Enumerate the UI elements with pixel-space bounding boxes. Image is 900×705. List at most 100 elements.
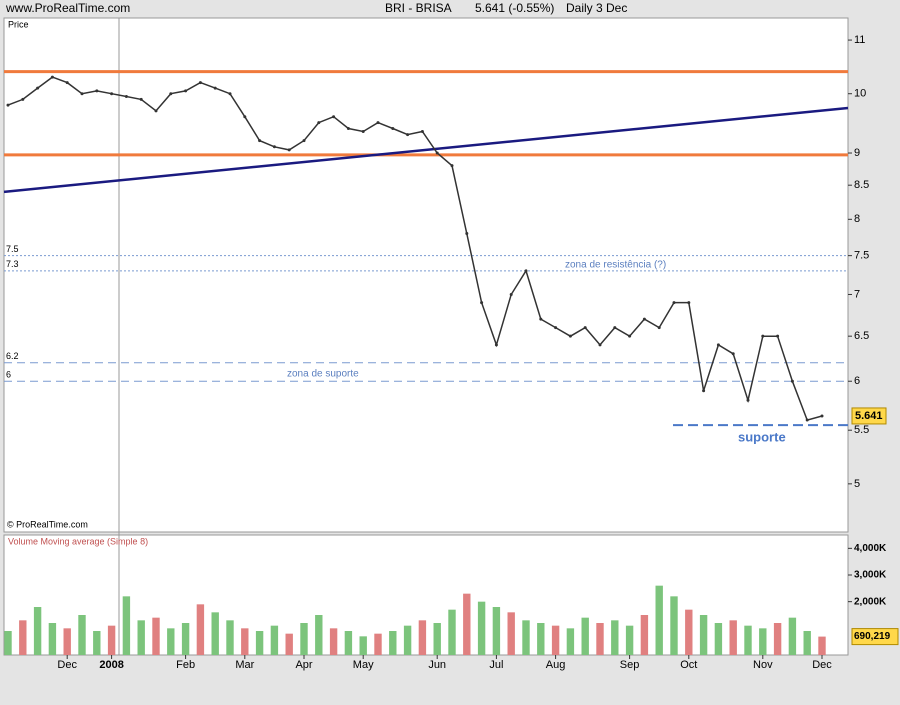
- price-point: [598, 343, 602, 347]
- volume-bar: [285, 633, 293, 655]
- price-point: [790, 379, 794, 383]
- volume-bar: [551, 625, 560, 655]
- volume-bar: [93, 631, 101, 655]
- price-point: [50, 75, 54, 79]
- price-point: [480, 301, 484, 305]
- volume-bar: [773, 623, 782, 655]
- volume-bar: [181, 623, 190, 655]
- volume-bar: [196, 604, 205, 655]
- y-tick-label: 10: [854, 88, 866, 100]
- volume-bar: [374, 633, 382, 655]
- last-price-box: [851, 407, 887, 425]
- price-point: [554, 326, 558, 330]
- volume-bar: [596, 623, 604, 655]
- price-point: [198, 81, 202, 85]
- x-tick-label: May: [353, 659, 374, 671]
- volume-bar: [300, 623, 308, 655]
- volume-bar: [122, 596, 131, 655]
- price-point: [450, 164, 454, 168]
- line-label: 7.3: [6, 259, 19, 269]
- price-point: [317, 121, 321, 125]
- site-name: www.ProRealTime.com: [5, 1, 130, 15]
- y-tick-label: 2,000K: [854, 596, 887, 607]
- volume-bar: [329, 628, 338, 655]
- volume-bar: [492, 607, 501, 655]
- y-tick-label: 4,000K: [854, 543, 887, 554]
- price-point: [702, 389, 706, 393]
- volume-bar: [403, 625, 412, 655]
- y-tick-label: 8.5: [854, 179, 869, 191]
- last-volume-label: 690,219: [854, 631, 891, 642]
- volume-bar: [507, 612, 515, 655]
- volume-bar: [270, 625, 279, 655]
- annotation: suporte: [738, 429, 786, 444]
- volume-bar: [63, 628, 71, 655]
- price-point: [642, 317, 646, 321]
- price-point: [36, 86, 40, 90]
- volume-title: Volume Moving average (Simple 8): [8, 536, 148, 546]
- x-tick-label: Nov: [753, 659, 773, 671]
- volume-bar: [418, 620, 427, 655]
- y-tick-label: 6.5: [854, 330, 869, 342]
- y-tick-label: 7: [854, 288, 860, 300]
- volume-bar: [226, 620, 234, 655]
- volume-bar: [167, 628, 175, 655]
- price-point: [110, 92, 114, 96]
- y-tick-label: 5.5: [854, 424, 869, 436]
- annotation: zona de resistência (?): [565, 260, 666, 271]
- price-point: [21, 97, 25, 101]
- price-point: [509, 292, 513, 296]
- volume-bar: [389, 631, 397, 655]
- volume-bar: [359, 636, 367, 655]
- y-tick-label: 7.5: [854, 250, 869, 262]
- volume-bar: [566, 628, 575, 655]
- price-point: [361, 130, 365, 134]
- volume-bar: [137, 620, 145, 655]
- volume-bar: [315, 615, 323, 655]
- price-point: [302, 139, 306, 143]
- x-tick-label: Feb: [176, 659, 195, 671]
- line-label: 6: [6, 370, 11, 380]
- price-point: [287, 148, 291, 152]
- price-point: [539, 317, 543, 321]
- price-point: [524, 269, 528, 273]
- price-point: [820, 414, 824, 418]
- x-tick-label: Mar: [235, 659, 254, 671]
- trendline: [3, 106, 849, 194]
- volume-bar: [477, 601, 486, 655]
- price-point: [139, 97, 143, 101]
- last-price-label: 5.641: [855, 410, 883, 422]
- price-point: [465, 232, 469, 236]
- price-point: [657, 326, 661, 330]
- volume-bar: [714, 623, 723, 655]
- volume-bar: [448, 609, 456, 655]
- period: Daily 3 Dec: [566, 1, 627, 15]
- volume-bar: [744, 625, 752, 655]
- volume-bar: [699, 615, 708, 655]
- price-point: [776, 334, 780, 338]
- plot: 5 5.5 6 6.5 7 7.5 8 8.5 9 10 11 7.5 7.3 6.2 6 Dec 2008 Fe…: [3, 34, 899, 671]
- x-tick-label: Dec: [57, 659, 77, 671]
- volume-bar: [625, 625, 634, 655]
- volume-bar: [33, 607, 42, 655]
- volume-bar: [255, 631, 264, 655]
- volume-bar: [729, 620, 737, 655]
- price-point: [169, 92, 173, 96]
- x-tick-label: Jun: [428, 659, 446, 671]
- volume-bar: [818, 636, 826, 655]
- y-tick-label: 8: [854, 213, 860, 225]
- volume-bar: [433, 623, 441, 655]
- copyright: © ProRealTime.com: [7, 519, 88, 529]
- line-label: 6.2: [6, 351, 19, 361]
- y-tick-label: 11: [854, 34, 865, 46]
- price-point: [213, 86, 217, 90]
- volume-bar: [241, 628, 249, 655]
- price-point: [80, 92, 84, 96]
- volume-bar: [48, 623, 57, 655]
- price-point: [731, 352, 735, 356]
- volume-bar: [670, 596, 678, 655]
- quote: 5.641 (-0.55%): [475, 1, 554, 15]
- x-tick-label: Aug: [546, 659, 566, 671]
- volume-bar: [522, 620, 530, 655]
- price-point: [406, 133, 410, 137]
